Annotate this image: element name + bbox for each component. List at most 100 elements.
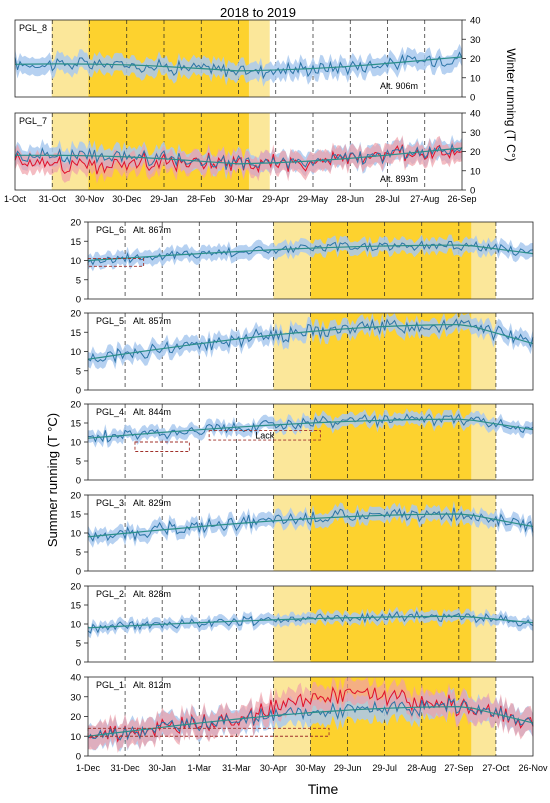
panel-label: PGL_4 (96, 407, 124, 417)
x-tick-label: 29-May (298, 194, 329, 204)
y-tick-label: 5 (76, 457, 81, 468)
x-tick-label: 28-Jun (336, 194, 364, 204)
panel-pgl_5: 0 5 10 15 20 PGL_5 Alt. 857m (70, 309, 534, 397)
x-tick-label: 29-Jan (150, 194, 178, 204)
shade-dark (310, 586, 472, 662)
trend-line (87, 615, 534, 629)
altitude-label: Alt. 893m (380, 174, 418, 184)
y-tick-label: 20 (70, 712, 81, 723)
blue-series-line (87, 507, 534, 543)
y-tick-label: 20 (70, 309, 81, 320)
x-tick-label: 30-May (295, 763, 326, 773)
y-tick-label: 0 (76, 476, 81, 487)
x-axis-label: Time (308, 781, 339, 797)
panel-pgl_2: 0 5 10 15 20 PGL_2 Alt. 828m (70, 582, 534, 669)
panel-pgl_6: 0 5 10 15 20 PGL_6 Alt. 867m (70, 218, 534, 306)
blue-series-line (87, 697, 534, 741)
y-tick-label: 40 (470, 109, 481, 120)
blue-series-line (87, 240, 534, 266)
altitude-label: Alt. 844m (133, 407, 171, 417)
y-tick-label: 0 (76, 567, 81, 578)
panel-pgl_7: 0 10 20 30 40 PGL_7 Alt. 893m (14, 109, 481, 197)
x-tick-label: 29-Apr (262, 194, 289, 204)
y-tick-label: 5 (76, 639, 81, 650)
panel-pgl_8: 0 10 20 30 40 PGL_8 Alt. 906m (14, 16, 481, 104)
x-tick-label: 27-Sep (444, 763, 473, 773)
red-series-line (87, 686, 534, 743)
y-tick-label: 15 (70, 510, 81, 521)
altitude-label: Alt. 812m (133, 680, 171, 690)
y-tick-label: 0 (470, 186, 475, 197)
shade-dark (310, 222, 472, 299)
summer-chart: 0 5 10 15 20 PGL_6 Alt. 867m 0 5 10 15 20 PGL_5 Alt. … (70, 218, 548, 774)
x-tick-label: 29-Jun (334, 763, 362, 773)
figure-title: 2018 to 2019 (220, 5, 296, 20)
altitude-label: Alt. 867m (133, 225, 171, 235)
trend-line (87, 418, 534, 439)
x-tick-label: 31-Oct (39, 194, 67, 204)
blue-range-band (88, 408, 533, 448)
trend-line (87, 705, 534, 737)
red-series-line (14, 144, 463, 175)
blue-range-band (88, 234, 533, 272)
y-tick-label: 0 (76, 658, 81, 669)
y-tick-label: 10 (470, 73, 481, 84)
x-tick-label: 30-Nov (75, 194, 105, 204)
panel-label: PGL_6 (96, 225, 124, 235)
blue-series-line (87, 610, 534, 634)
x-tick-label: 26-Nov (518, 763, 548, 773)
blue-range-band (88, 606, 533, 639)
y-tick-label: 20 (470, 147, 481, 158)
trend-line (14, 56, 463, 72)
missing-data-box (134, 441, 190, 452)
panel-pgl_3: 0 5 10 15 20 PGL_3 Alt. 829m (70, 491, 534, 578)
panel-label: PGL_8 (19, 23, 47, 33)
panel-pgl_4: Lack 0 5 10 15 20 PGL_4 Alt. 844m (70, 400, 534, 487)
x-tick-label: 1-Oct (4, 194, 27, 204)
y-tick-label: 15 (70, 328, 81, 339)
y-tick-label: 20 (70, 400, 81, 411)
missing-data-box (208, 430, 321, 441)
y-tick-label: 15 (70, 237, 81, 248)
y-tick-label: 20 (470, 54, 481, 65)
x-tick-label: 1-Dec (76, 763, 101, 773)
altitude-label: Alt. 857m (133, 316, 171, 326)
y-tick-label: 10 (70, 347, 81, 358)
y-tick-label: 30 (470, 128, 481, 139)
y-tick-label: 10 (70, 256, 81, 267)
panel-label: PGL_1 (96, 680, 124, 690)
winter-y-axis-label: Winter running (T C°) (504, 48, 518, 161)
x-tick-label: 31-Dec (111, 763, 141, 773)
x-tick-label: 28-Aug (407, 763, 436, 773)
x-tick-label: 26-Sep (447, 194, 476, 204)
panel-label: PGL_7 (19, 116, 47, 126)
y-tick-label: 15 (70, 419, 81, 430)
x-tick-label: 31-Mar (222, 763, 251, 773)
x-tick-label: 27-Oct (482, 763, 510, 773)
altitude-label: Alt. 828m (133, 589, 171, 599)
panel-label: PGL_3 (96, 498, 124, 508)
y-tick-label: 0 (76, 752, 81, 763)
y-tick-label: 40 (70, 673, 81, 684)
trend-line (87, 323, 534, 360)
y-tick-label: 5 (76, 366, 81, 377)
panel-label: PGL_5 (96, 316, 124, 326)
y-tick-label: 10 (70, 620, 81, 631)
x-tick-label: 29-Jul (372, 763, 397, 773)
x-tick-label: 28-Jul (375, 194, 400, 204)
altitude-label: Alt. 906m (380, 81, 418, 91)
y-tick-label: 20 (70, 491, 81, 502)
y-tick-label: 5 (76, 275, 81, 286)
y-tick-label: 15 (70, 601, 81, 612)
x-tick-label: 28-Feb (187, 194, 216, 204)
blue-series-line (87, 413, 534, 443)
y-tick-label: 0 (76, 295, 81, 306)
y-tick-label: 30 (70, 692, 81, 703)
panel-label: PGL_2 (96, 589, 124, 599)
trend-line (87, 513, 534, 538)
y-tick-label: 20 (70, 218, 81, 229)
panel-pgl_1: 0 10 20 30 40 PGL_1 Alt. 812m (70, 673, 534, 763)
blue-series-line (14, 142, 463, 171)
x-tick-label: 1-Mar (187, 763, 211, 773)
